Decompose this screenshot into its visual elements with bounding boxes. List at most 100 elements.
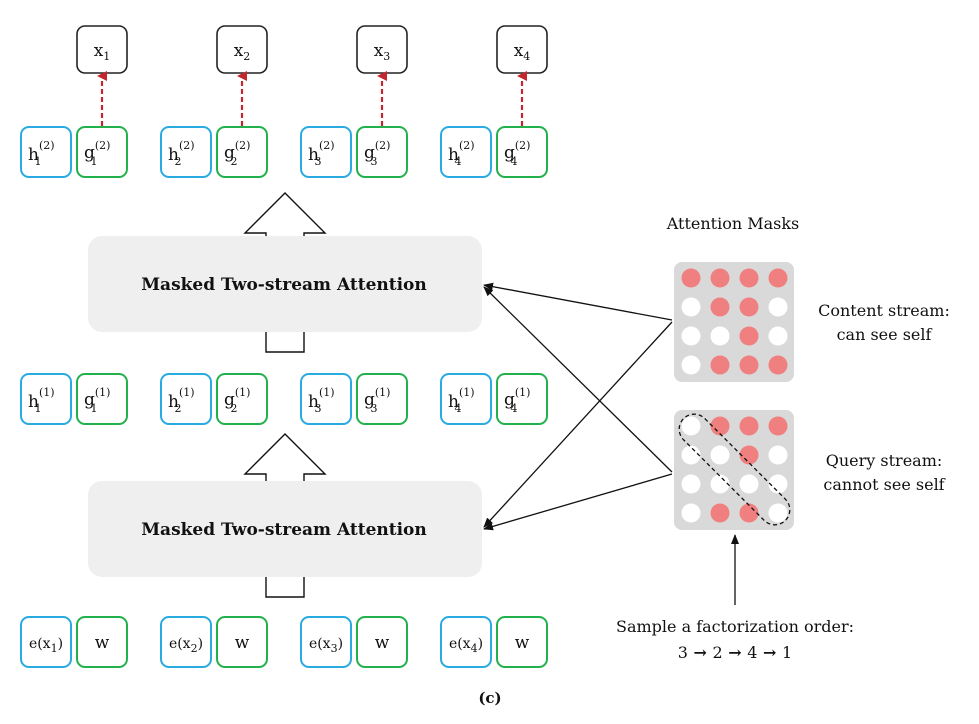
- mask-cell-0-1: [710, 416, 730, 436]
- w-box-3: w: [356, 616, 408, 668]
- mask-cell-2-0: [681, 326, 701, 346]
- embedding-box-4: e(x4): [440, 616, 492, 668]
- mask-cell-2-1: [710, 326, 730, 346]
- mask-cell-1-2: [739, 445, 759, 465]
- output-token-x4: x4: [496, 25, 548, 74]
- w-box-1: w: [76, 616, 128, 668]
- mask-cell-2-3: [768, 474, 788, 494]
- attention-block-top-title: Masked Two-stream Attention: [141, 275, 427, 295]
- g-box-3: g(1) 3: [356, 373, 408, 425]
- factorization-label: Sample a factorization order:: [616, 617, 854, 636]
- mask-cell-2-1: [710, 474, 730, 494]
- mask-cell-0-0: [681, 268, 701, 288]
- factorization-order: 3 → 2 → 4 → 1: [678, 643, 792, 662]
- g-box-1: g(2) 1: [76, 126, 128, 178]
- query-stream-mask: [674, 410, 794, 530]
- query-stream-label-line1: Query stream:: [826, 451, 943, 470]
- g-box-4: g(1) 4: [496, 373, 548, 425]
- mask-cell-3-0: [681, 503, 701, 523]
- query-mask-to-top-attention-arrow: [483, 286, 673, 473]
- embedding-box-2: e(x2): [160, 616, 212, 668]
- content-stream-label-line2: can see self: [837, 325, 933, 344]
- h-box-4: h(1) 4: [440, 373, 492, 425]
- h-box-label: h(2) 1: [28, 139, 55, 168]
- attention-block-bottom-title: Masked Two-stream Attention: [141, 520, 427, 540]
- mask-cell-2-2: [739, 474, 759, 494]
- top-flow-arrow-stub: [265, 332, 305, 353]
- mask-cell-1-0: [681, 445, 701, 465]
- output-token-x3: x3: [356, 25, 408, 74]
- layer1-representations: h(1) 1 g(1) 1 h(1) 2 g(1) 2 h(1) 3 g(1) 3 h(1) 4 g(1) 4: [20, 373, 548, 425]
- content-stream-label-line1: Content stream:: [818, 301, 950, 320]
- g-box-label: g(1) 2: [224, 386, 250, 415]
- h-box-label: h(2) 3: [308, 139, 335, 168]
- query-stream-label-line2: cannot see self: [823, 475, 945, 494]
- mask-cell-1-3: [768, 297, 788, 317]
- mask-cell-1-2: [739, 297, 759, 317]
- g-box-label: g(2) 3: [364, 139, 390, 168]
- mask-cell-3-0: [681, 355, 701, 375]
- w-box-4: w: [496, 616, 548, 668]
- embedding-box-1: e(x1): [20, 616, 72, 668]
- g-box-3: g(2) 3: [356, 126, 408, 178]
- h-box-label: h(2) 2: [168, 139, 195, 168]
- mask-cell-0-3: [768, 416, 788, 436]
- h-box-label: h(1) 3: [308, 386, 335, 415]
- h-box-label: h(1) 4: [448, 386, 475, 415]
- mask-cell-3-3: [768, 355, 788, 375]
- g-box-label: g(1) 4: [504, 386, 530, 415]
- mask-cell-2-0: [681, 474, 701, 494]
- content-stream-mask: [674, 262, 794, 382]
- h-box-3: h(2) 3: [300, 126, 352, 178]
- h-box-4: h(2) 4: [440, 126, 492, 178]
- prediction-arrows: [97, 71, 527, 126]
- input-embeddings: e(x1) w e(x2) w e(x3) w e(x4) w: [20, 616, 548, 668]
- attention-block-top: Masked Two-stream Attention: [88, 236, 482, 332]
- output-tokens: x1 x2 x3 x4: [76, 25, 548, 74]
- mask-cell-3-2: [739, 355, 759, 375]
- content-mask-to-top-attention-arrow: [483, 282, 673, 321]
- mask-cell-1-1: [710, 297, 730, 317]
- middle-flow-arrow-head: [243, 433, 327, 481]
- top-flow-arrow-head: [243, 192, 327, 236]
- output-token-label: x2: [234, 41, 251, 63]
- h-box-label: h(1) 1: [28, 386, 55, 415]
- diagonal-highlight: [678, 413, 791, 526]
- g-box-1: g(1) 1: [76, 373, 128, 425]
- embedding-label: e(x1): [29, 636, 63, 655]
- mask-connection-arrows: [483, 282, 673, 531]
- w-label: w: [95, 633, 110, 653]
- mask-cell-0-0: [681, 416, 701, 436]
- mask-cell-3-2: [739, 503, 759, 523]
- bottom-flow-arrow-stub: [265, 577, 305, 598]
- h-box-label: h(2) 4: [448, 139, 475, 168]
- embedding-label: e(x4): [449, 636, 483, 655]
- w-box-2: w: [216, 616, 268, 668]
- w-label: w: [235, 633, 250, 653]
- query-mask-to-bottom-attention-arrow: [483, 473, 673, 531]
- g-box-label: g(1) 3: [364, 386, 390, 415]
- mask-cell-0-2: [739, 268, 759, 288]
- output-token-label: x3: [374, 41, 391, 63]
- output-token-label: x1: [94, 41, 111, 63]
- h-box-3: h(1) 3: [300, 373, 352, 425]
- w-label: w: [375, 633, 390, 653]
- g-box-label: g(2) 2: [224, 139, 250, 168]
- output-token-x2: x2: [216, 25, 268, 74]
- mask-cell-1-3: [768, 445, 788, 465]
- mask-cell-3-3: [768, 503, 788, 523]
- mask-cell-0-2: [739, 416, 759, 436]
- mask-cell-1-1: [710, 445, 730, 465]
- h-box-1: h(1) 1: [20, 373, 72, 425]
- g-box-label: g(2) 1: [84, 139, 110, 168]
- mask-cell-3-1: [710, 355, 730, 375]
- g-box-2: g(1) 2: [216, 373, 268, 425]
- embedding-box-3: e(x3): [300, 616, 352, 668]
- h-box-2: h(1) 2: [160, 373, 212, 425]
- figure-caption: (c): [478, 689, 501, 707]
- h-box-1: h(2) 1: [20, 126, 72, 178]
- g-box-2: g(2) 2: [216, 126, 268, 178]
- layer2-representations: h(2) 1 g(2) 1 h(2) 2 g(2) 2 h(2) 3 g(2) 3 h(2) 4 g(2) 4: [20, 126, 548, 178]
- output-token-x1: x1: [76, 25, 128, 74]
